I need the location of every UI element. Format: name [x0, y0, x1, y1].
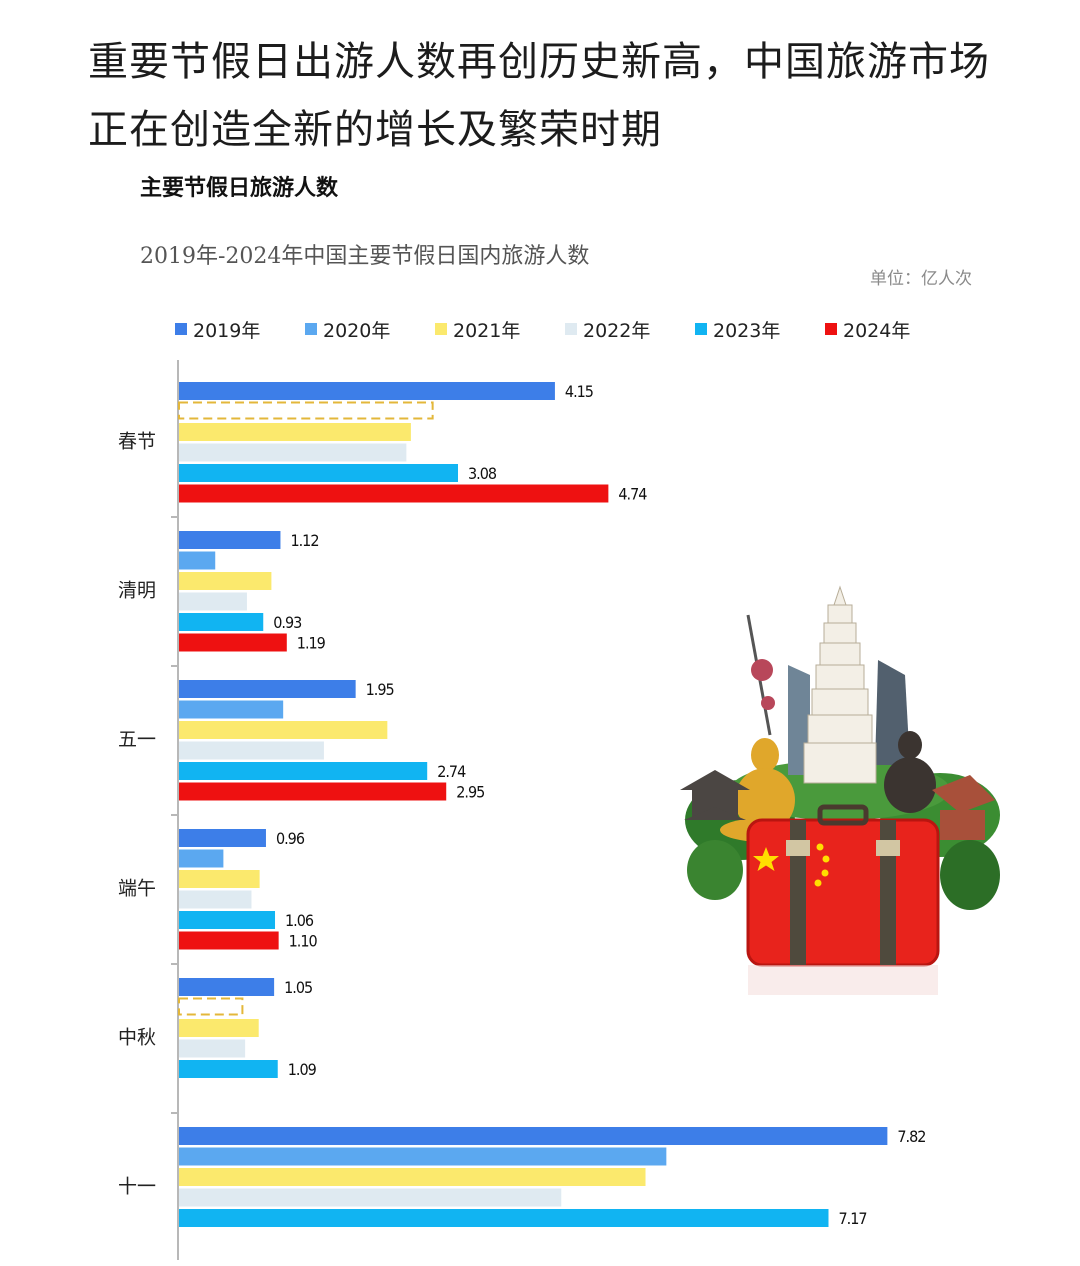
legend-swatch	[565, 323, 577, 335]
legend-swatch	[305, 323, 317, 335]
headline: 重要节假日出游人数再创历史新高，中国旅游市场正在创造全新的增长及繁荣时期	[88, 39, 990, 153]
bar	[179, 762, 428, 780]
legend-label: 2021年	[453, 319, 521, 342]
missing-data-placeholder	[178, 997, 244, 1016]
bar	[179, 464, 459, 482]
legend-swatch	[435, 323, 447, 335]
data-label: 0.93	[273, 613, 302, 632]
bar	[179, 1188, 562, 1207]
tv-tower	[746, 614, 775, 736]
data-label: 3.08	[468, 464, 497, 483]
data-label: 1.10	[289, 932, 318, 951]
data-label: 7.82	[897, 1127, 925, 1146]
legend-label: 2023年	[713, 319, 781, 342]
legend-item: 2020年	[305, 316, 435, 343]
chart-legend: 2019年 2020年 2021年 2022年 2023年 2024年	[175, 316, 955, 342]
bar	[179, 531, 281, 549]
small-star-icon	[821, 869, 829, 877]
legend-label: 2020年	[323, 319, 391, 342]
legend-label: 2024年	[843, 319, 911, 342]
dark-statue	[884, 731, 936, 813]
bar	[179, 931, 279, 950]
small-star-icon	[822, 855, 830, 863]
category-label: 端午	[118, 877, 156, 899]
legend-label: 2022年	[583, 319, 651, 342]
bar	[179, 721, 388, 739]
data-label: 0.96	[276, 829, 305, 848]
temple	[680, 770, 750, 820]
bar	[179, 1209, 829, 1227]
category-label: 中秋	[118, 1026, 156, 1048]
bar	[179, 633, 287, 652]
data-label: 1.19	[297, 634, 326, 653]
bar	[179, 870, 260, 888]
bar	[179, 1019, 259, 1037]
big-star-icon	[753, 847, 779, 871]
pavilion	[932, 775, 995, 840]
legend-swatch	[695, 323, 707, 335]
category-label: 清明	[118, 579, 156, 601]
bar	[179, 1060, 278, 1078]
legend-item: 2024年	[825, 316, 955, 343]
category-label: 十一	[118, 1175, 156, 1197]
bar	[179, 1147, 667, 1166]
legend-item: 2019年	[175, 316, 305, 343]
missing-data-placeholder	[178, 401, 434, 420]
data-label: 2.95	[456, 783, 484, 802]
bar	[179, 741, 324, 760]
data-label: 2.74	[437, 762, 466, 781]
bar	[179, 700, 284, 719]
bar	[179, 890, 252, 909]
data-label: 7.17	[838, 1209, 866, 1228]
chart-title: 2019年-2024年中国主要节假日国内旅游人数	[140, 244, 590, 269]
legend-swatch	[825, 323, 837, 335]
data-label: 1.06	[285, 911, 314, 930]
data-label: 1.12	[290, 531, 318, 550]
pagoda	[803, 585, 877, 784]
bar	[179, 443, 407, 462]
bar	[179, 484, 609, 503]
bar	[179, 978, 275, 996]
bar	[179, 1168, 646, 1186]
bar	[179, 613, 264, 631]
bar	[179, 829, 266, 847]
legend-label: 2019年	[193, 319, 261, 342]
small-star-icon	[814, 879, 822, 887]
data-label: 4.15	[565, 382, 593, 401]
suitcase	[746, 804, 940, 995]
bar	[179, 551, 216, 570]
small-star-icon	[816, 843, 824, 851]
china-travel-suitcase-icon	[680, 585, 1000, 995]
data-label: 4.74	[618, 485, 647, 504]
bar	[179, 592, 247, 611]
section-title: 主要节假日旅游人数	[140, 176, 339, 201]
bar	[179, 423, 411, 441]
bar	[179, 680, 356, 698]
data-label: 1.05	[284, 978, 312, 997]
bar	[179, 782, 447, 801]
category-label: 春节	[118, 430, 156, 452]
bar	[179, 382, 555, 400]
bar	[179, 1127, 888, 1145]
legend-item: 2023年	[695, 316, 825, 343]
bar	[179, 849, 224, 868]
bar	[179, 572, 272, 590]
legend-item: 2021年	[435, 316, 565, 343]
legend-swatch	[175, 323, 187, 335]
data-label: 1.95	[366, 680, 394, 699]
category-label: 五一	[118, 728, 156, 750]
legend-item: 2022年	[565, 316, 695, 343]
bar	[179, 911, 276, 929]
bar	[179, 1039, 246, 1058]
unit-label: 单位：亿人次	[870, 269, 972, 289]
data-label: 1.09	[288, 1060, 317, 1079]
